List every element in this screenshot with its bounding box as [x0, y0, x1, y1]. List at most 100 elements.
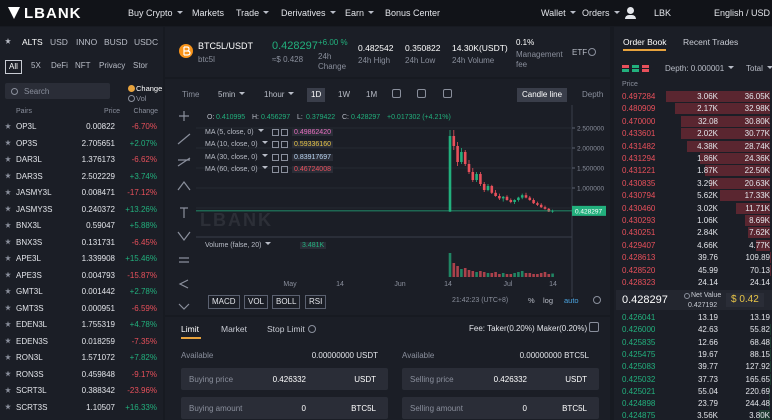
- ma-toggle[interactable]: [272, 153, 279, 161]
- nav-item[interactable]: Orders: [582, 9, 620, 18]
- pair-name[interactable]: DAR3S: [16, 171, 43, 181]
- star[interactable]: [5, 238, 11, 245]
- star[interactable]: [5, 189, 11, 195]
- star[interactable]: [5, 156, 11, 162]
- radio[interactable]: [128, 95, 135, 102]
- book-price[interactable]: 0.425475: [622, 349, 656, 359]
- star[interactable]: [5, 354, 11, 360]
- filter-tab[interactable]: 5X: [31, 61, 41, 70]
- user-icon[interactable]: [627, 7, 634, 14]
- total-select[interactable]: Total: [746, 65, 772, 73]
- ma-toggle[interactable]: [272, 141, 279, 149]
- book-price[interactable]: 0.424898: [622, 399, 656, 409]
- pair-name[interactable]: APE3S: [16, 270, 42, 280]
- interval[interactable]: Time: [182, 90, 200, 99]
- book-mode[interactable]: [642, 69, 649, 72]
- scale-option[interactable]: auto: [564, 296, 579, 305]
- depth-select[interactable]: Depth: 0.000001: [665, 65, 734, 73]
- nav-item[interactable]: Trade: [236, 9, 269, 18]
- filter-tab[interactable]: Privacy: [99, 61, 126, 70]
- book-price[interactable]: 0.480909: [622, 104, 656, 114]
- market-tab[interactable]: USDC: [134, 37, 159, 47]
- ma-toggle[interactable]: [281, 165, 288, 173]
- book-price[interactable]: 0.430293: [622, 216, 656, 225]
- interval[interactable]: 1W: [338, 90, 350, 99]
- nav-item[interactable]: English / USD: [714, 8, 771, 18]
- pair-name[interactable]: RON3S: [16, 369, 44, 379]
- pair-name[interactable]: BNX3S: [16, 237, 43, 247]
- book-mode[interactable]: [622, 69, 629, 72]
- filter-tab[interactable]: Stor: [133, 61, 148, 70]
- book-price[interactable]: 0.428613: [622, 253, 656, 263]
- star[interactable]: [5, 304, 11, 311]
- book-price[interactable]: 0.430835: [622, 178, 656, 188]
- pair-name[interactable]: JASMY3S: [16, 204, 53, 214]
- ma-toggle[interactable]: [272, 165, 279, 173]
- nav-item[interactable]: Bonus Center: [385, 8, 441, 18]
- book-price[interactable]: 0.429407: [622, 240, 656, 250]
- market-tab[interactable]: ALTS: [22, 37, 43, 47]
- order-tab[interactable]: Limit: [181, 324, 199, 334]
- book-price[interactable]: 0.430794: [622, 191, 656, 201]
- pair-name[interactable]: GMT3L: [16, 287, 43, 296]
- pair-name[interactable]: RON3L: [16, 353, 43, 362]
- search-box[interactable]: [5, 83, 110, 99]
- book-tab[interactable]: Order Book: [623, 37, 667, 47]
- fee-settings[interactable]: [589, 322, 599, 332]
- interval[interactable]: 1hour: [260, 88, 298, 102]
- book-price[interactable]: 0.424875: [622, 411, 656, 420]
- star[interactable]: [5, 271, 11, 278]
- nav-item[interactable]: Buy Crypto: [128, 9, 183, 18]
- pair-name[interactable]: BNX3L: [16, 221, 42, 230]
- depth-button[interactable]: Depth: [582, 90, 604, 99]
- filter-tab[interactable]: All: [5, 60, 22, 74]
- pair-name[interactable]: EDEN3L: [16, 320, 48, 329]
- book-price[interactable]: 0.426000: [622, 325, 656, 335]
- star[interactable]: [5, 222, 11, 228]
- interval[interactable]: 1D: [307, 88, 326, 102]
- pair-name[interactable]: JASMY3L: [16, 188, 52, 197]
- pair-name[interactable]: EDEN3S: [16, 336, 49, 346]
- pair-name[interactable]: APE3L: [16, 254, 41, 263]
- book-price[interactable]: 0.497284: [622, 92, 656, 101]
- market-tab[interactable]: INNO: [76, 37, 98, 47]
- nav-item[interactable]: Wallet: [541, 9, 576, 18]
- book-price[interactable]: 0.431294: [622, 154, 656, 163]
- input-box[interactable]: [181, 397, 388, 419]
- pair-name[interactable]: OP3L: [16, 122, 37, 131]
- sort-option[interactable]: Change: [136, 84, 163, 93]
- sort-option[interactable]: Vol: [136, 94, 147, 103]
- star[interactable]: [5, 172, 11, 179]
- nav-item[interactable]: Derivatives: [281, 9, 336, 18]
- pair-name[interactable]: OP3S: [16, 138, 38, 148]
- star[interactable]: [5, 255, 11, 261]
- book-price[interactable]: 0.426041: [622, 313, 656, 322]
- star[interactable]: [5, 321, 11, 327]
- star[interactable]: [5, 139, 11, 146]
- input-box[interactable]: [402, 397, 599, 419]
- book-price[interactable]: 0.430460: [622, 203, 656, 213]
- pair-name[interactable]: GMT3S: [16, 303, 44, 313]
- book-tab[interactable]: Recent Trades: [683, 37, 739, 47]
- star[interactable]: [5, 288, 11, 294]
- pair-name[interactable]: DAR3L: [16, 155, 42, 164]
- tool-icon[interactable]: [392, 89, 401, 98]
- nav-item[interactable]: Markets: [192, 8, 225, 18]
- book-price[interactable]: 0.425032: [622, 374, 656, 384]
- ma-toggle[interactable]: [281, 153, 288, 161]
- ma-toggle[interactable]: [281, 129, 288, 136]
- star[interactable]: [5, 123, 11, 129]
- candle-button[interactable]: Candle line: [517, 88, 568, 102]
- order-tab[interactable]: Stop Limit: [267, 324, 305, 334]
- book-price[interactable]: 0.425835: [622, 337, 656, 347]
- star[interactable]: [5, 403, 11, 410]
- order-tab[interactable]: Market: [221, 324, 247, 334]
- user-icon-body[interactable]: [625, 15, 636, 19]
- scale-option[interactable]: log: [543, 296, 554, 305]
- input-box[interactable]: [181, 368, 388, 390]
- indicator-button[interactable]: MACD: [208, 295, 240, 309]
- settings-icon[interactable]: [593, 296, 601, 304]
- star[interactable]: [5, 370, 11, 377]
- book-price[interactable]: 0.433601: [622, 129, 656, 139]
- star[interactable]: [5, 205, 11, 212]
